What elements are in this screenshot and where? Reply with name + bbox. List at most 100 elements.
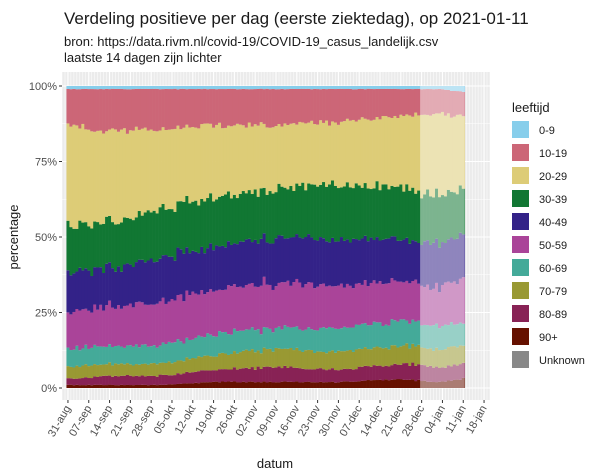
bar-segment-70-79 [66,366,70,379]
bar-segment-50-59 [90,312,94,348]
bar-segment-30-39 [105,216,109,264]
bar-segment-20-29 [179,129,183,202]
bar-segment-20-29 [185,124,189,196]
bar-segment-0-9 [295,86,299,90]
bar-segment-40-49 [390,236,394,279]
bar-segment-50-59 [221,290,225,333]
bar-segment-80-89 [375,365,379,381]
bar-segment-70-79 [253,352,257,370]
bar-segment-50-59 [209,289,213,335]
bar-segment-50-59 [310,282,314,330]
bar-segment-60-69 [173,342,177,363]
bar-segment-0-9 [149,86,153,89]
bar-segment-20-29 [149,129,153,213]
bar-segment-20-29 [369,120,373,190]
bar-segment-30-39 [402,191,406,240]
bar-segment-60-69 [351,327,356,352]
bar-segment-80-89 [354,369,359,382]
bar-segment-60-69 [301,330,305,352]
bar-segment-0-9 [289,86,293,89]
bar-segment-40-49 [75,271,79,310]
bar-segment-80-89 [372,365,376,381]
bar-segment-20-29 [194,127,198,201]
bar-segment-90+ [155,385,159,388]
bar-segment-10-19 [119,88,124,130]
bar-segment-70-79 [289,348,293,367]
bar-segment-20-29 [423,114,427,195]
bar-segment-60-69 [426,325,430,349]
bar-segment-30-39 [437,197,442,248]
bar-segment-90+ [277,382,281,388]
bar-segment-50-59 [330,286,335,328]
bar-segment-40-49 [96,267,100,310]
bar-segment-50-59 [461,277,466,324]
bar-segment-50-59 [122,305,127,348]
bar-segment-90+ [408,379,412,388]
bar-segment-80-89 [435,366,439,383]
bar-segment-0-9 [164,86,168,89]
bar-segment-50-59 [229,286,234,335]
bar-segment-60-69 [366,325,370,350]
bar-segment-40-49 [188,253,192,296]
bar-segment-60-69 [215,336,219,357]
bar-segment-30-39 [328,184,332,243]
bar-segment-20-29 [443,115,448,197]
bar-segment-10-19 [348,88,353,121]
bar-segment-90+ [336,382,341,388]
bar-segment-20-29 [125,133,130,218]
bar-segment-90+ [316,382,320,388]
bar-segment-60-69 [295,326,299,348]
bar-segment-20-29 [146,130,150,211]
bar-segment-10-19 [420,89,424,115]
bar-segment-0-9 [268,86,272,90]
bar-segment-60-69 [78,350,82,368]
bar-segment-80-89 [307,369,311,382]
bar-segment-20-29 [384,116,388,185]
bar-segment-10-19 [155,88,159,132]
bar-segment-70-79 [330,350,335,369]
bar-segment-50-59 [378,281,382,323]
bar-segment-90+ [333,382,338,388]
bar-segment-40-49 [259,238,263,286]
bar-segment-10-19 [215,89,219,125]
bar-segment-10-19 [250,89,255,127]
bar-segment-30-39 [232,194,237,244]
bar-segment-20-29 [152,130,156,211]
bar-segment-0-9 [262,86,266,90]
bar-segment-50-59 [143,304,148,345]
bar-segment-20-29 [435,113,439,189]
bar-segment-10-19 [259,88,263,123]
bar-segment-20-29 [122,128,127,218]
bar-segment-60-69 [125,345,130,364]
bar-segment-90+ [375,380,379,388]
bar-segment-60-69 [280,329,284,349]
bar-segment-30-39 [256,196,260,244]
bar-segment-90+ [381,380,385,388]
bar-segment-80-89 [265,366,269,383]
bar-segment-70-79 [200,357,204,371]
bar-segment-80-89 [212,370,216,382]
bar-segment-20-29 [265,127,269,195]
bar-segment-0-9 [443,86,448,90]
bar-segment-70-79 [384,347,388,366]
bar-segment-60-69 [188,340,192,360]
bar-segment-30-39 [357,185,362,241]
bar-segment-70-79 [232,351,237,368]
bar-segment-50-59 [99,304,103,347]
bar-segment-10-19 [423,89,427,115]
bar-segment-10-19 [449,90,454,118]
bar-segment-30-39 [426,189,430,241]
bar-segment-40-49 [137,259,142,302]
bar-segment-90+ [119,384,124,388]
bar-segment-20-29 [69,126,73,228]
bar-segment-90+ [108,384,112,388]
bar-segment-70-79 [250,349,255,368]
bar-segment-0-9 [345,86,350,90]
bar-segment-50-59 [262,276,266,328]
bar-segment-10-19 [87,89,91,130]
bar-segment-60-69 [170,342,174,364]
bar-segment-50-59 [93,304,97,345]
bar-segment-30-39 [119,222,124,272]
bar-segment-10-19 [437,88,442,114]
bar-segment-70-79 [298,350,302,369]
